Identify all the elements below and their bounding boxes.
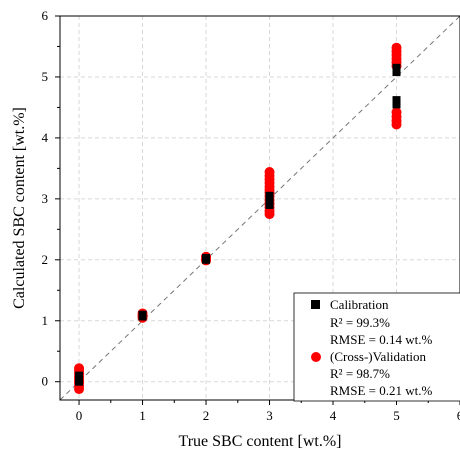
x-tick-label: 6 <box>457 408 460 423</box>
calibration-point <box>265 200 274 209</box>
x-tick-label: 5 <box>393 408 400 423</box>
legend-marker-validation <box>311 352 321 362</box>
calibration-point <box>265 191 274 200</box>
calibration-point <box>202 253 211 262</box>
y-tick-label: 6 <box>42 8 49 23</box>
x-tick-label: 0 <box>76 408 83 423</box>
calibration-point <box>75 377 84 386</box>
validation-point <box>74 363 85 374</box>
x-axis-title: True SBC content [wt.%] <box>179 433 342 450</box>
axis-ticks: 0 1 2 3 4 5 6 0 1 2 3 4 5 6 <box>42 8 460 423</box>
calibration-point <box>392 68 401 77</box>
legend-marker-calibration <box>311 300 320 309</box>
validation-point <box>391 42 402 53</box>
x-tick-label: 2 <box>203 408 210 423</box>
legend-box <box>293 292 460 402</box>
legend-label-calibration: Calibration <box>330 297 389 312</box>
x-tick-label: 3 <box>266 408 273 423</box>
legend-stat-validation-rmse: RMSE = 0.21 wt.% <box>330 383 432 398</box>
legend-stat-calibration-r2: R² = 99.3% <box>330 315 390 330</box>
identity-line <box>59 15 460 401</box>
calibration-point <box>138 310 147 319</box>
x-tick-label: 1 <box>139 408 146 423</box>
y-tick-label: 3 <box>42 191 49 206</box>
calibration-point <box>392 96 401 105</box>
y-tick-label: 4 <box>42 130 49 145</box>
legend-stat-calibration-rmse: RMSE = 0.14 wt.% <box>330 332 432 347</box>
validation-point <box>264 167 275 178</box>
validation-point <box>391 107 402 118</box>
data-points <box>74 42 402 395</box>
calibration-point <box>392 100 401 109</box>
calibration-point <box>392 63 401 72</box>
y-tick-label: 0 <box>42 374 49 389</box>
plot-frame <box>59 15 460 401</box>
y-tick-label: 1 <box>42 313 49 328</box>
legend: Calibration R² = 99.3% RMSE = 0.14 wt.% … <box>293 292 460 402</box>
legend-label-validation: (Cross-)Validation <box>330 349 427 364</box>
y-axis-title: Calculated SBC content [wt.%] <box>11 107 28 309</box>
y-tick-label: 5 <box>42 69 49 84</box>
legend-stat-validation-r2: R² = 98.7% <box>330 366 390 381</box>
y-tick-label: 2 <box>42 252 49 267</box>
calibration-point <box>75 371 84 380</box>
x-tick-label: 4 <box>330 408 337 423</box>
